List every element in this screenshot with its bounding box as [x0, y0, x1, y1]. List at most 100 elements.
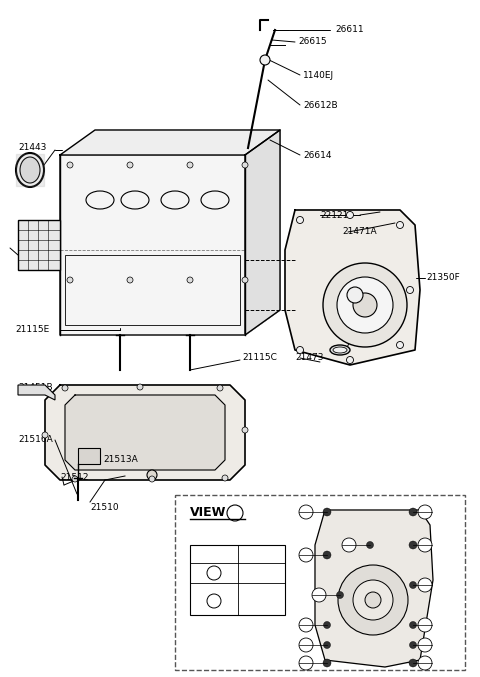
- Circle shape: [323, 659, 331, 667]
- Circle shape: [127, 162, 133, 168]
- Circle shape: [409, 659, 417, 667]
- Circle shape: [409, 508, 417, 516]
- Text: b: b: [317, 590, 322, 600]
- Circle shape: [242, 277, 248, 283]
- Circle shape: [342, 538, 356, 552]
- Circle shape: [418, 538, 432, 552]
- Text: 21510: 21510: [90, 502, 119, 512]
- Circle shape: [297, 347, 303, 353]
- Text: VIEW: VIEW: [190, 506, 227, 519]
- Polygon shape: [65, 395, 225, 470]
- Text: A: A: [352, 290, 358, 299]
- Circle shape: [337, 277, 393, 333]
- Circle shape: [396, 221, 404, 229]
- Bar: [65, 255, 240, 325]
- Text: 21115E: 21115E: [16, 326, 50, 334]
- Text: b: b: [211, 596, 216, 605]
- Text: 21421: 21421: [355, 324, 384, 332]
- Circle shape: [365, 592, 381, 608]
- Circle shape: [418, 656, 432, 670]
- Circle shape: [72, 476, 78, 482]
- Text: A: A: [231, 508, 239, 518]
- Polygon shape: [60, 130, 280, 155]
- Text: 26611: 26611: [335, 26, 364, 35]
- Circle shape: [242, 427, 248, 433]
- Circle shape: [347, 287, 363, 303]
- Circle shape: [67, 277, 73, 283]
- Ellipse shape: [20, 157, 40, 183]
- Circle shape: [217, 385, 223, 391]
- Bar: [175, 495, 465, 670]
- Polygon shape: [315, 510, 433, 667]
- Circle shape: [297, 217, 303, 223]
- Circle shape: [207, 566, 221, 580]
- Circle shape: [222, 475, 228, 481]
- Text: a: a: [211, 569, 216, 577]
- Circle shape: [418, 618, 432, 632]
- Circle shape: [407, 286, 413, 294]
- Text: 21350F: 21350F: [426, 274, 460, 282]
- Text: 21512: 21512: [60, 473, 88, 481]
- Circle shape: [324, 621, 331, 628]
- Circle shape: [323, 551, 331, 559]
- Bar: [190, 545, 285, 615]
- Circle shape: [418, 578, 432, 592]
- Text: b: b: [422, 640, 427, 649]
- Circle shape: [409, 541, 417, 549]
- Text: 1140GD: 1140GD: [245, 569, 279, 577]
- Text: b: b: [422, 621, 427, 630]
- Circle shape: [409, 642, 417, 649]
- Circle shape: [347, 211, 353, 219]
- Bar: [18, 220, 60, 270]
- Circle shape: [418, 638, 432, 652]
- Circle shape: [187, 162, 193, 168]
- Circle shape: [227, 505, 243, 521]
- Text: a: a: [304, 550, 308, 559]
- Text: a: a: [304, 508, 308, 517]
- Text: b: b: [303, 621, 309, 630]
- Circle shape: [147, 470, 157, 480]
- Circle shape: [396, 341, 404, 349]
- Text: 21115C: 21115C: [242, 353, 277, 362]
- Polygon shape: [45, 385, 245, 480]
- Ellipse shape: [333, 347, 347, 353]
- Circle shape: [409, 582, 417, 588]
- Text: a: a: [422, 540, 427, 550]
- Circle shape: [242, 162, 248, 168]
- Circle shape: [418, 505, 432, 519]
- Circle shape: [324, 642, 331, 649]
- Circle shape: [338, 565, 408, 635]
- Circle shape: [187, 277, 193, 283]
- Ellipse shape: [330, 345, 350, 355]
- Polygon shape: [245, 130, 280, 335]
- Text: 1140ER: 1140ER: [246, 596, 278, 605]
- Polygon shape: [285, 210, 420, 365]
- Bar: [78, 448, 100, 464]
- Circle shape: [323, 263, 407, 347]
- Text: b: b: [303, 640, 309, 649]
- Circle shape: [260, 55, 270, 65]
- Circle shape: [67, 162, 73, 168]
- Text: 21443: 21443: [18, 144, 47, 152]
- Text: a: a: [422, 508, 427, 517]
- Circle shape: [299, 656, 313, 670]
- Text: b: b: [422, 580, 427, 590]
- Text: 1140EJ: 1140EJ: [303, 70, 334, 79]
- Circle shape: [299, 638, 313, 652]
- Circle shape: [347, 357, 353, 364]
- Text: 21516A: 21516A: [18, 435, 53, 445]
- Circle shape: [149, 476, 155, 482]
- Text: 21451B: 21451B: [18, 383, 53, 391]
- Polygon shape: [60, 130, 280, 335]
- Circle shape: [207, 594, 221, 608]
- Circle shape: [299, 505, 313, 519]
- Text: a: a: [304, 659, 308, 668]
- Text: 26612B: 26612B: [303, 102, 337, 110]
- Circle shape: [353, 580, 393, 620]
- Text: 21513A: 21513A: [103, 456, 138, 464]
- Circle shape: [323, 508, 331, 516]
- Circle shape: [62, 385, 68, 391]
- Text: 21471A: 21471A: [342, 227, 377, 236]
- Text: a: a: [422, 659, 427, 668]
- Circle shape: [137, 384, 143, 390]
